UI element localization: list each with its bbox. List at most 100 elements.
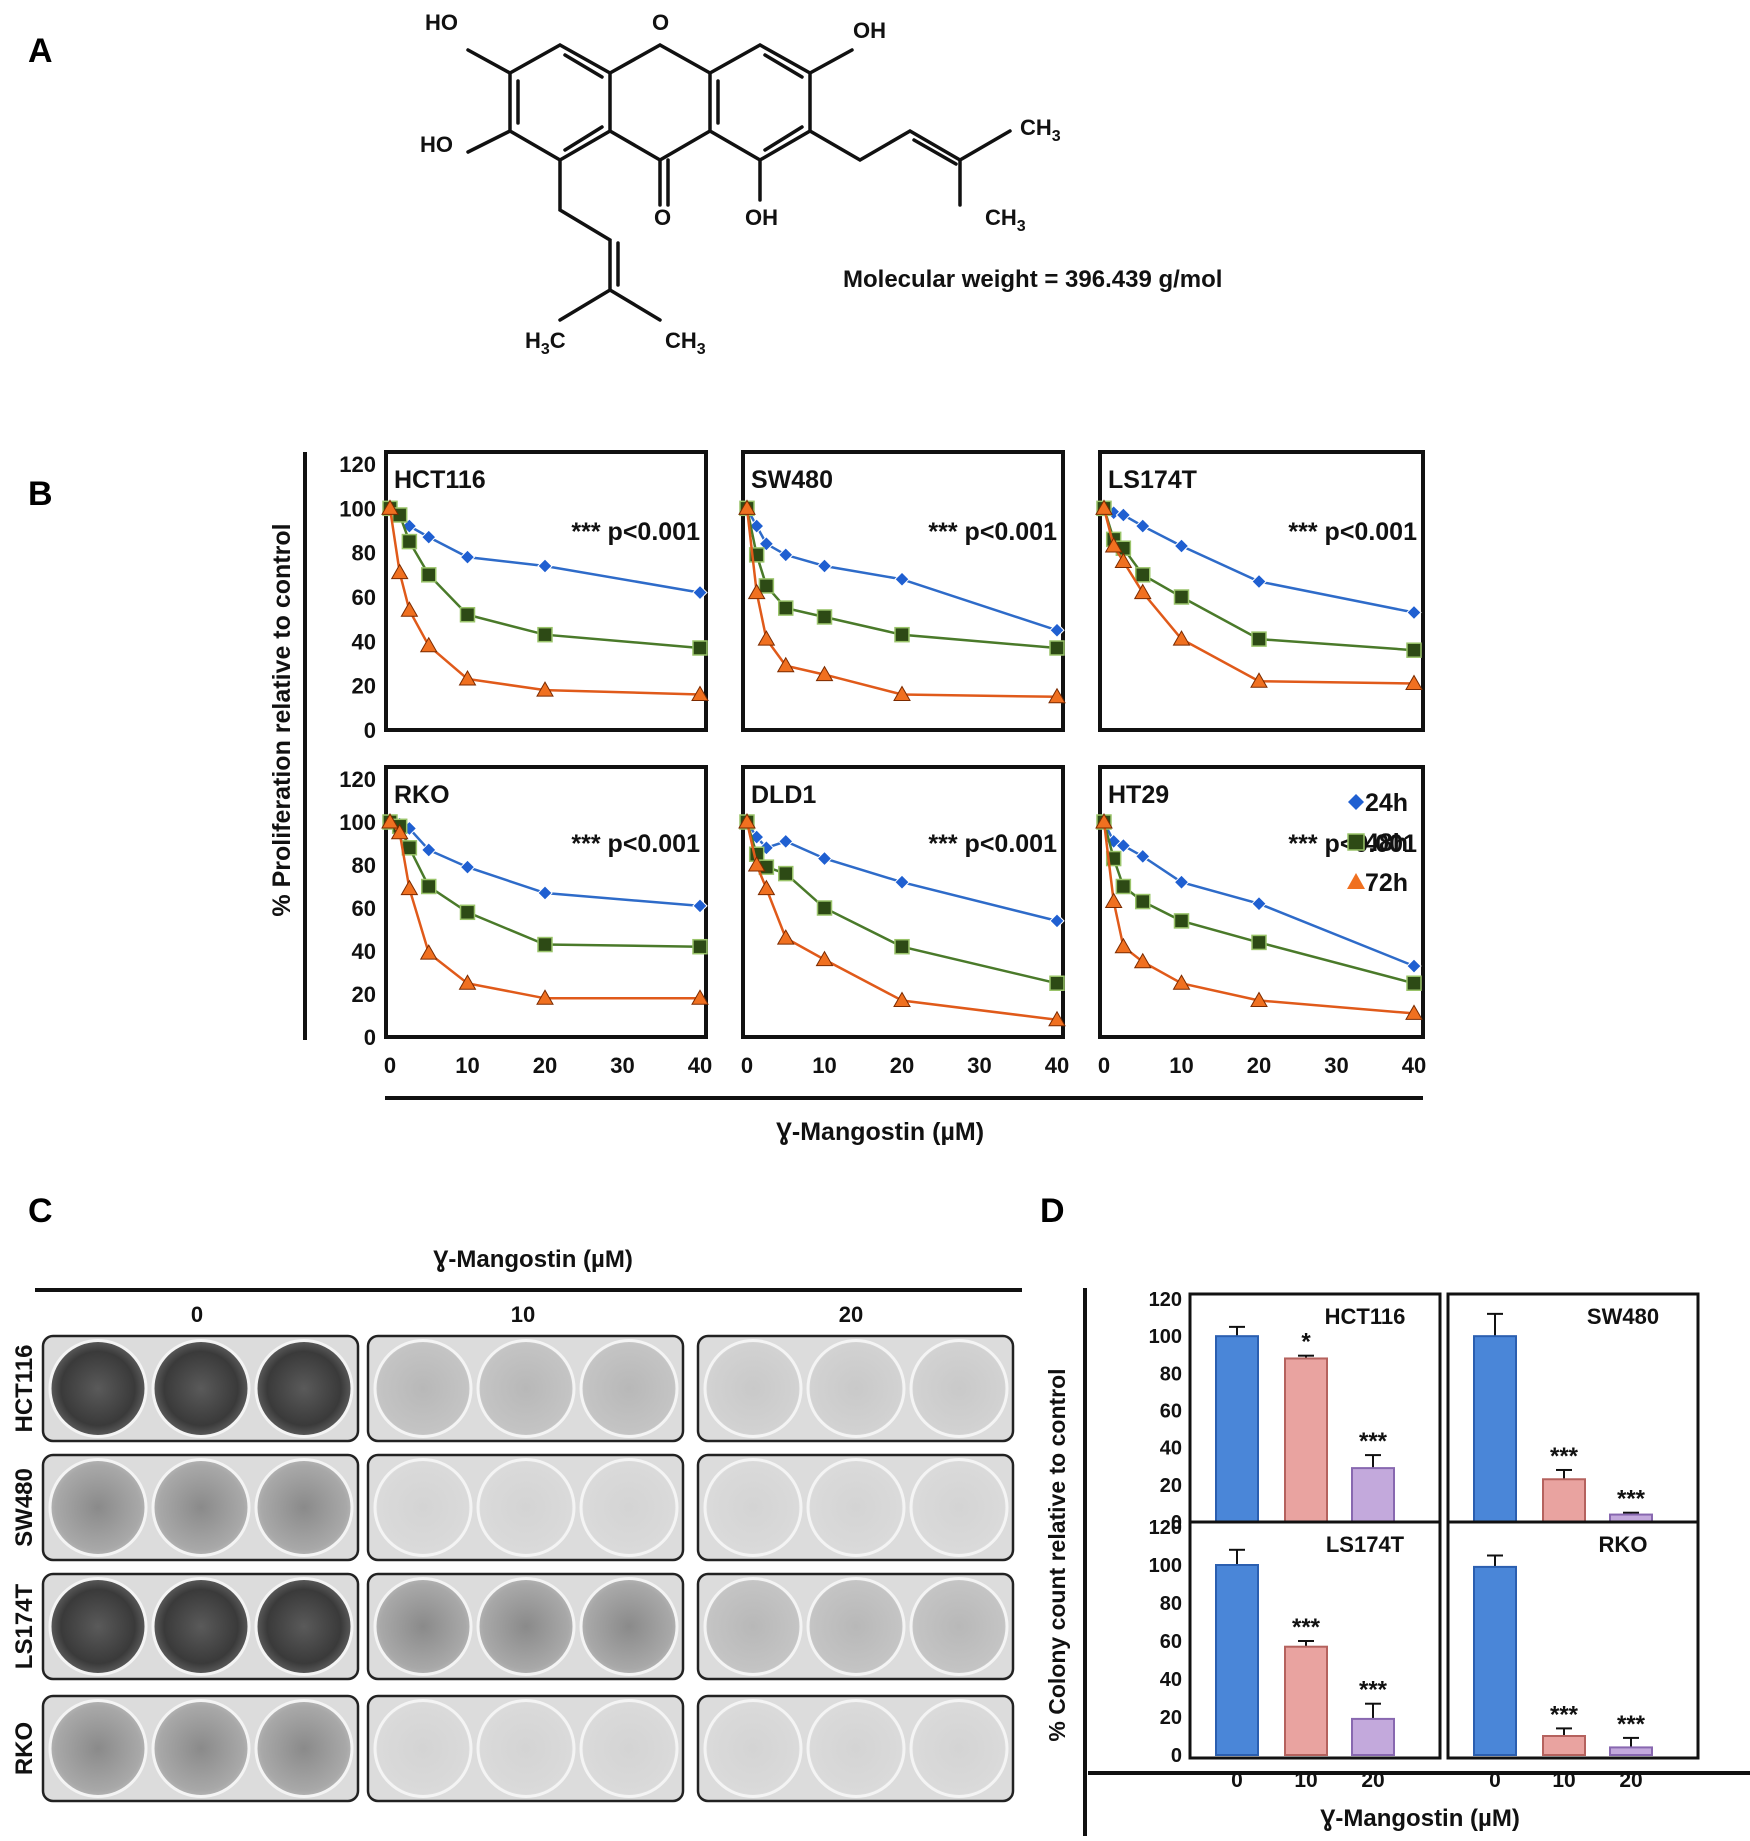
data-point-24h <box>1049 913 1065 929</box>
chart-title: HCT116 <box>394 466 486 494</box>
data-point-48h <box>1105 850 1122 867</box>
well <box>806 1699 906 1798</box>
plate-hct116 <box>696 1334 1015 1443</box>
data-point-72h <box>381 812 399 829</box>
plate-ls174t <box>366 1572 685 1681</box>
well <box>476 1699 576 1798</box>
well <box>476 1339 576 1438</box>
data-point-24h <box>778 833 794 850</box>
well <box>806 1577 906 1676</box>
y-tick-label: 80 <box>352 853 376 878</box>
data-point-72h <box>738 812 756 829</box>
data-point-24h <box>421 529 437 545</box>
y-tick-label: 80 <box>352 541 376 566</box>
plate-hct116 <box>41 1334 360 1443</box>
data-point-48h <box>1135 893 1151 910</box>
data-point-48h <box>894 626 910 643</box>
y-tick-label: 40 <box>1160 1438 1182 1460</box>
well <box>373 1458 473 1557</box>
well <box>48 1577 148 1676</box>
y-tick-label: 20 <box>352 982 376 1007</box>
p-value-annotation: *** p<0.001 <box>571 830 700 858</box>
data-point-24h <box>1406 958 1422 974</box>
data-point-72h <box>1104 537 1123 553</box>
data-point-72h <box>400 601 419 617</box>
data-point-72h <box>1114 552 1133 569</box>
data-point-24h <box>778 547 794 563</box>
data-point-72h <box>776 656 795 673</box>
chart-title: HCT116 <box>1325 1304 1406 1329</box>
legend-marker-48h <box>1347 833 1365 851</box>
data-point-24h <box>1135 518 1151 534</box>
line-chart-hct116: HCT116 *** p<0.001 0 20 40 60 80 100 120 <box>339 450 709 743</box>
data-point-48h <box>1406 975 1422 991</box>
panel-c-header: Ɣ-Mangostin (µM) <box>433 1246 633 1273</box>
significance-label: *** <box>1617 1486 1646 1513</box>
bar-20 <box>1609 1746 1653 1757</box>
y-tick-label: 120 <box>1149 1517 1182 1539</box>
data-point-48h <box>1049 975 1065 991</box>
data-point-72h <box>747 855 766 872</box>
y-tick-label: 60 <box>1160 1401 1182 1423</box>
x-tick-label: 30 <box>610 1053 634 1078</box>
well <box>254 1577 354 1676</box>
data-point-72h <box>1048 1010 1066 1027</box>
plate-sw480 <box>41 1453 360 1562</box>
data-point-72h <box>1133 952 1152 969</box>
data-point-24h <box>1251 895 1267 912</box>
x-tick-label: 40 <box>1045 1053 1069 1078</box>
well <box>909 1458 1009 1557</box>
data-point-24h <box>1049 622 1065 638</box>
y-tick-label: 0 <box>364 1025 376 1050</box>
well <box>373 1699 473 1798</box>
well <box>703 1339 803 1438</box>
y-tick-label: 100 <box>339 496 376 521</box>
y-tick-label: 60 <box>1160 1631 1182 1653</box>
bar-0 <box>1473 1335 1517 1523</box>
well <box>151 1577 251 1676</box>
data-point-48h <box>1049 640 1065 656</box>
data-point-24h <box>421 842 437 858</box>
well <box>909 1699 1009 1798</box>
label-o-ring: O <box>652 10 669 35</box>
well <box>579 1458 679 1557</box>
y-tick-label: 40 <box>1160 1669 1182 1691</box>
data-point-24h <box>1406 604 1422 621</box>
legend-label-72h: 72h <box>1365 869 1408 897</box>
label-oh-bottom: OH <box>745 205 778 230</box>
data-point-72h <box>815 665 834 682</box>
bar-10 <box>1284 1645 1328 1756</box>
chart-title: DLD1 <box>751 781 816 809</box>
x-tick-label: 30 <box>1324 1053 1348 1078</box>
data-point-72h <box>390 563 409 580</box>
y-tick-label: 80 <box>1160 1593 1182 1615</box>
well <box>48 1699 148 1798</box>
data-point-24h <box>894 874 910 890</box>
data-point-48h <box>1406 642 1422 658</box>
data-point-48h <box>758 578 775 594</box>
y-tick-label: 20 <box>1160 1475 1182 1497</box>
data-point-24h <box>692 898 708 914</box>
molecular-weight: Molecular weight = 396.439 g/mol <box>843 266 1222 293</box>
y-tick-label: 40 <box>352 629 376 654</box>
data-point-72h <box>1172 974 1191 990</box>
data-point-72h <box>1405 1004 1423 1020</box>
data-point-48h <box>401 840 418 856</box>
p-value-annotation: *** p<0.001 <box>928 830 1057 858</box>
panel-d-ylabel: % Colony count relative to control <box>1044 1368 1070 1741</box>
p-value-annotation: *** p<0.001 <box>928 518 1057 546</box>
data-point-72h <box>1095 812 1113 829</box>
y-tick-label: 120 <box>1149 1289 1182 1311</box>
data-point-24h <box>816 850 833 867</box>
well <box>476 1577 576 1676</box>
well <box>909 1577 1009 1676</box>
bar-10 <box>1542 1478 1586 1523</box>
data-point-48h <box>1173 913 1190 929</box>
legend-marker-72h <box>1347 873 1365 889</box>
label-ho-top: HO <box>425 10 458 35</box>
data-point-24h <box>1135 848 1151 865</box>
